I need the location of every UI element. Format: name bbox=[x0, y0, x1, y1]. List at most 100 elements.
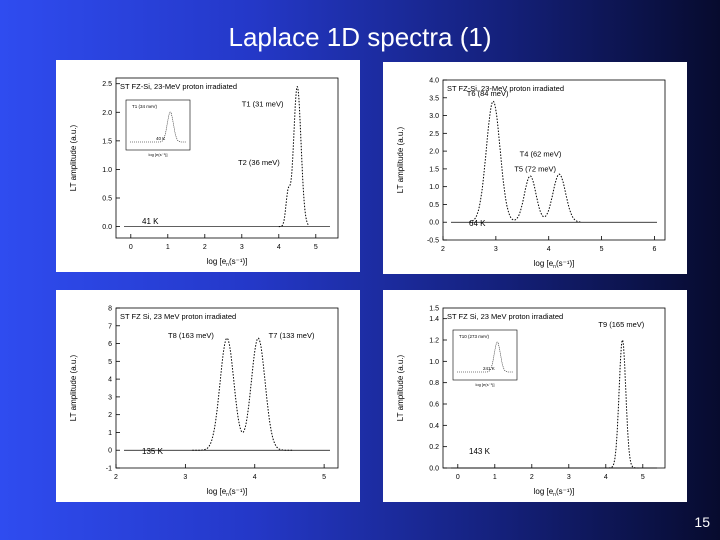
inset-label: T1 (34 meV) bbox=[132, 104, 158, 109]
y-tick-label: 0 bbox=[108, 448, 112, 455]
y-tick-label: 5 bbox=[108, 359, 112, 366]
chart-panel-2: 2 3 4 5 6 -0.5 0.0 0.5 1.0 1.5 2.0 2.5 3.0 3.5 4.0 log … bbox=[383, 62, 687, 274]
x-tick-label: 3 bbox=[567, 474, 571, 481]
peak-annotation: T5 (72 meV) bbox=[514, 165, 556, 174]
chart-panel-4: 0 1 2 3 4 5 0.0 0.2 0.4 0.6 0.8 1.0 1.2 1.4 1.5 log [en… bbox=[383, 290, 687, 502]
inset-spectrum-line bbox=[130, 111, 186, 143]
peak-annotation: T2 (36 meV) bbox=[238, 158, 280, 167]
y-tick-label: 3.5 bbox=[429, 95, 439, 102]
y-tick-label: 7 bbox=[108, 323, 112, 330]
y-tick-label: 8 bbox=[108, 306, 112, 313]
slide-title: Laplace 1D spectra (1) bbox=[228, 22, 492, 52]
x-tick-label: 0 bbox=[456, 474, 460, 481]
y-axis-label: LT amplitude (a.u.) bbox=[396, 354, 405, 421]
x-tick-label: 2 bbox=[203, 244, 207, 251]
x-axis-label: log [en(s⁻¹)] bbox=[207, 257, 248, 268]
x-tick-label: 2 bbox=[530, 474, 534, 481]
x-tick-label: 4 bbox=[277, 244, 281, 251]
y-tick-label: 2.0 bbox=[429, 149, 439, 156]
x-tick-label: 5 bbox=[600, 246, 604, 253]
y-tick-label: 3.0 bbox=[429, 113, 439, 120]
x-tick-label: 5 bbox=[641, 474, 645, 481]
y-tick-label: 0.0 bbox=[102, 224, 112, 231]
y-tick-label: 0.8 bbox=[429, 380, 439, 387]
y-axis-label: LT amplitude (a.u.) bbox=[69, 354, 78, 421]
x-tick-label: 6 bbox=[652, 246, 656, 253]
peak-annotation: T6 (84 meV) bbox=[467, 89, 509, 98]
y-tick-label: 1.0 bbox=[429, 184, 439, 191]
peak-annotation: T7 (133 meV) bbox=[269, 331, 315, 340]
x-tick-label: 0 bbox=[129, 244, 133, 251]
inset-label: 241 K bbox=[483, 366, 495, 371]
y-tick-label: 3 bbox=[108, 394, 112, 401]
y-tick-label: 1.4 bbox=[429, 316, 439, 323]
y-tick-label: 1.2 bbox=[429, 338, 439, 345]
y-tick-label: 1.5 bbox=[429, 166, 439, 173]
inset-label: T10 (273 meV) bbox=[459, 334, 490, 339]
y-tick-label: 0.2 bbox=[429, 444, 439, 451]
y-tick-label: 1.5 bbox=[102, 138, 112, 145]
x-axis-label: log [en(s⁻¹)] bbox=[534, 487, 575, 498]
x-tick-label: 3 bbox=[494, 246, 498, 253]
inset-x-label: log [e(s⁻¹)] bbox=[475, 382, 494, 387]
chart-1: 0 1 2 3 4 5 0.0 0.5 1.0 1.5 2.0 2.5 log [en(s⁻¹)] LT … bbox=[69, 77, 339, 268]
y-tick-label: 1.0 bbox=[102, 167, 112, 174]
y-tick-label: 0.6 bbox=[429, 402, 439, 409]
y-axis-label: LT amplitude (a.u.) bbox=[69, 124, 78, 191]
chart-title: ST FZ-Si, 23-MeV proton irradiated bbox=[120, 82, 237, 91]
temperature-label: 143 K bbox=[469, 447, 491, 456]
y-tick-label: 1.0 bbox=[429, 359, 439, 366]
y-tick-label: 1.5 bbox=[429, 306, 439, 313]
chart-panel-1: 0 1 2 3 4 5 0.0 0.5 1.0 1.5 2.0 2.5 log [en(s⁻¹)] LT … bbox=[56, 60, 360, 272]
y-tick-label: -0.5 bbox=[427, 238, 439, 245]
y-tick-label: 2.0 bbox=[102, 110, 112, 117]
spectrum-line bbox=[469, 100, 581, 223]
x-tick-label: 1 bbox=[166, 244, 170, 251]
y-tick-label: -1 bbox=[106, 466, 112, 473]
plot-frame bbox=[115, 307, 339, 469]
plot-frame bbox=[115, 77, 339, 239]
inset-label: 40 K bbox=[156, 136, 165, 141]
x-tick-label: 1 bbox=[493, 474, 497, 481]
peak-annotation: T8 (163 meV) bbox=[168, 331, 214, 340]
y-tick-label: 0.4 bbox=[429, 423, 439, 430]
x-tick-label: 5 bbox=[314, 244, 318, 251]
x-tick-label: 2 bbox=[114, 474, 118, 481]
x-tick-label: 4 bbox=[547, 246, 551, 253]
temperature-label: 41 K bbox=[142, 217, 159, 226]
peak-annotation: T9 (165 meV) bbox=[598, 320, 644, 329]
x-tick-label: 4 bbox=[604, 474, 608, 481]
x-axis-label: log [en(s⁻¹)] bbox=[534, 259, 575, 270]
plot-frame bbox=[442, 79, 666, 241]
y-tick-label: 4.0 bbox=[429, 78, 439, 85]
spectrum-line bbox=[192, 337, 293, 451]
y-tick-label: 1 bbox=[108, 430, 112, 437]
y-tick-label: 0.5 bbox=[102, 196, 112, 203]
y-tick-label: 0.5 bbox=[429, 202, 439, 209]
y-tick-label: 2.5 bbox=[102, 81, 112, 88]
x-tick-label: 4 bbox=[253, 474, 257, 481]
chart-2: 2 3 4 5 6 -0.5 0.0 0.5 1.0 1.5 2.0 2.5 3.0 3.5 4.0 log … bbox=[396, 78, 666, 270]
chart-title: ST FZ Si, 23 MeV proton irradiated bbox=[447, 312, 563, 321]
peak-annotation: T1 (31 meV) bbox=[242, 100, 284, 109]
y-tick-label: 2 bbox=[108, 412, 112, 419]
y-axis-label: LT amplitude (a.u.) bbox=[396, 126, 405, 193]
page-number: 15 bbox=[694, 514, 710, 530]
spectrum-line bbox=[278, 86, 309, 228]
x-tick-label: 2 bbox=[441, 246, 445, 253]
chart-panel-3: 2 3 4 5 -1 0 1 2 3 4 5 6 7 8 log [en(s⁻¹)] LT amplitude… bbox=[56, 290, 360, 502]
x-axis-label: log [en(s⁻¹)] bbox=[207, 487, 248, 498]
x-tick-label: 3 bbox=[240, 244, 244, 251]
y-tick-label: 0.0 bbox=[429, 466, 439, 473]
spectrum-line bbox=[605, 339, 640, 469]
chart-3: 2 3 4 5 -1 0 1 2 3 4 5 6 7 8 log [en(s⁻¹)] LT amplitude… bbox=[69, 306, 339, 498]
x-tick-label: 3 bbox=[183, 474, 187, 481]
x-tick-label: 5 bbox=[322, 474, 326, 481]
y-tick-label: 4 bbox=[108, 377, 112, 384]
peak-annotation: T4 (62 meV) bbox=[520, 149, 562, 158]
inset-spectrum-line bbox=[457, 341, 513, 373]
temperature-label: 64 K bbox=[469, 219, 486, 228]
temperature-label: 135 K bbox=[142, 447, 164, 456]
y-tick-label: 0.0 bbox=[429, 220, 439, 227]
y-tick-label: 6 bbox=[108, 341, 112, 348]
